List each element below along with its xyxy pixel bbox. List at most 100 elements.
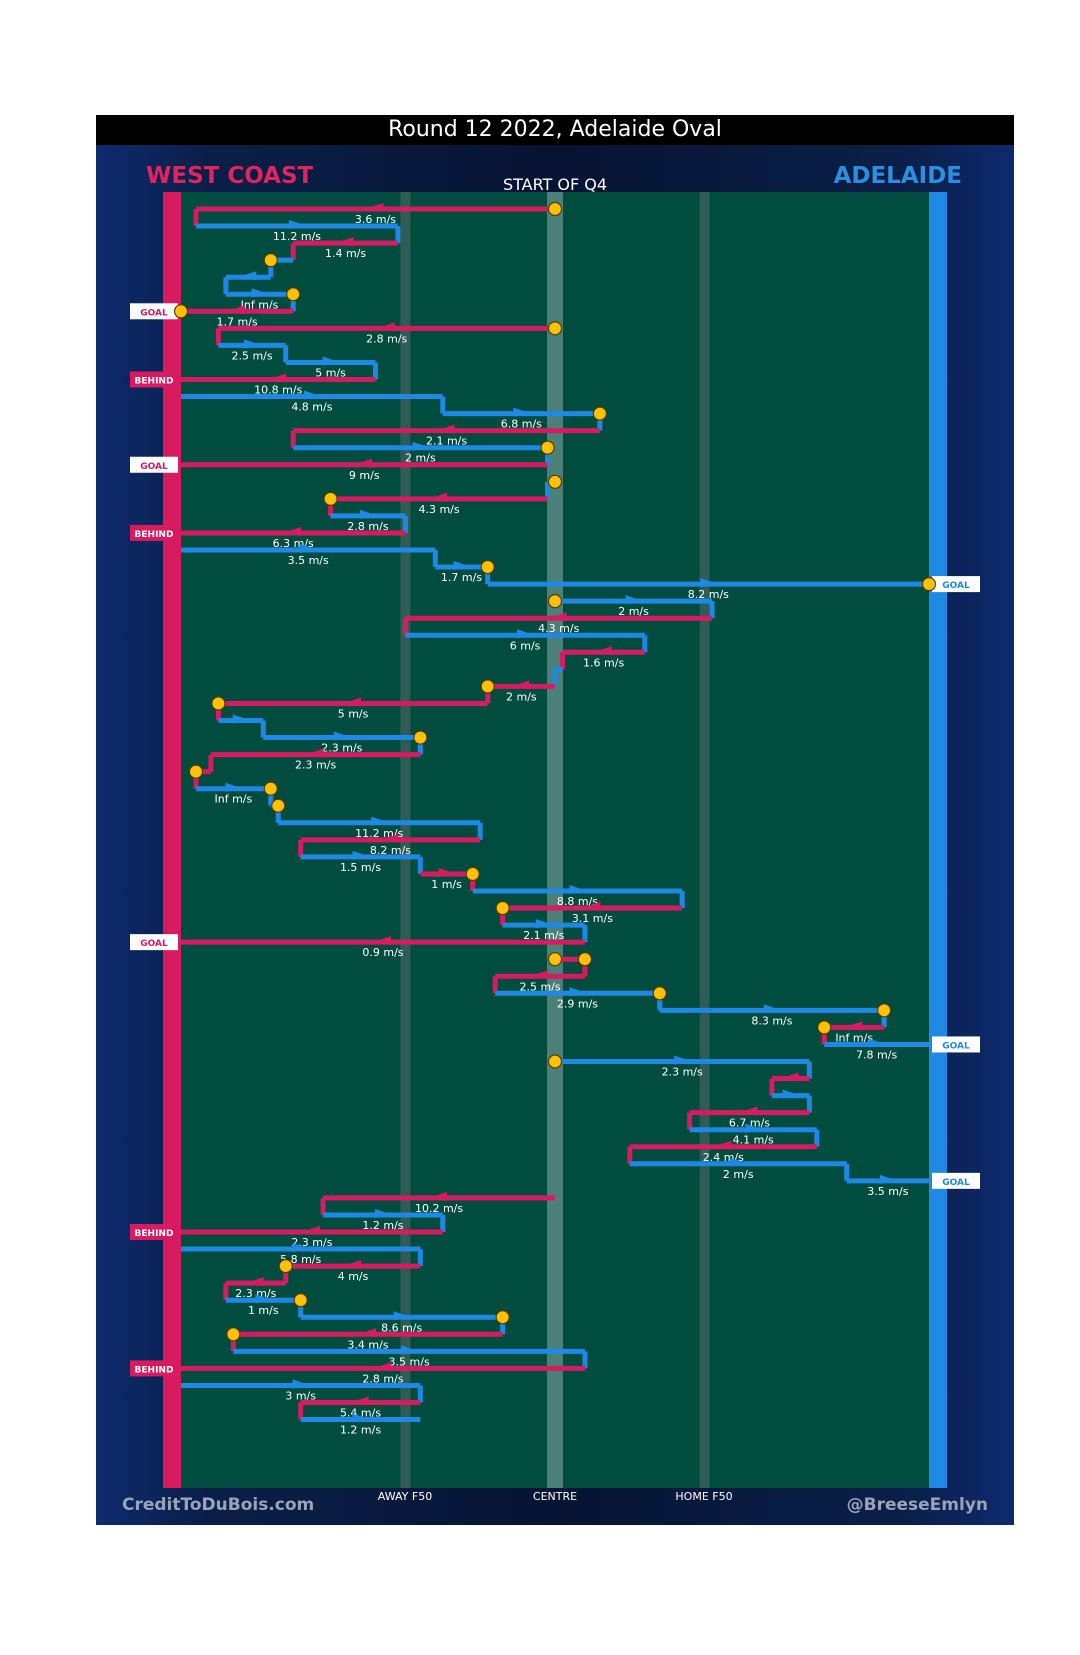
speed-label: 8.2 m/s [370,844,411,857]
possession-change-marker [188,764,204,779]
possession-change-marker [547,201,563,217]
speed-label: 11.2 m/s [273,230,321,243]
result-tag-label: BEHIND [135,530,174,540]
direction-arrow [535,919,554,929]
speed-label: 4.3 m/s [538,622,579,635]
direction-arrow [374,1208,393,1218]
direction-arrow [429,492,448,502]
possession-change-marker [293,1293,308,1308]
possession-change-marker [547,474,563,489]
direction-arrow [380,833,399,843]
speed-label: 4.3 m/s [418,503,459,516]
direction-arrow [593,646,612,656]
result-tag-label: GOAL [140,462,168,472]
speed-label: 2.9 m/s [557,997,598,1010]
speed-label: Inf m/s [835,1031,873,1044]
direction-arrow [358,1328,376,1338]
speed-label: 10.2 m/s [415,1202,463,1215]
result-tag-label: GOAL [140,939,168,949]
direction-arrow [232,714,251,724]
team-label-west-coast: WEST COAST [146,163,314,189]
possession-change-marker [495,1310,510,1325]
speed-label: 1.2 m/s [362,1219,403,1232]
direction-arrow [303,390,322,400]
possession-change-marker [540,440,555,455]
speed-label: 1.5 m/s [340,861,381,874]
possession-change-marker [877,1003,892,1018]
axis-label-home-f50: HOME F50 [675,1490,733,1503]
possession-change-marker [173,304,189,319]
possession-change-marker [547,594,563,609]
direction-arrow [393,1311,412,1321]
direction-arrow [780,1072,799,1082]
direction-arrow [227,305,246,315]
direction-arrow [365,203,384,212]
team-label-adelaide: ADELAIDE [833,163,962,189]
speed-label: 3.5 m/s [389,1355,430,1368]
direction-arrow [782,1089,801,1099]
result-tag-behind [130,371,178,388]
result-tag-goal [130,456,178,473]
possession-change-marker [271,798,286,813]
direction-arrow [674,1055,693,1065]
direction-arrow [335,237,354,247]
direction-arrow [879,1174,898,1184]
direction-arrow [453,561,472,571]
possession-change-marker [286,287,301,302]
speed-label: 4 m/s [338,1270,369,1283]
speed-label: 1.7 m/s [217,315,258,328]
direction-arrow [745,1123,764,1133]
direction-arrow [283,526,302,536]
direction-arrow [700,578,719,588]
direction-arrow [868,1038,887,1048]
speed-label: 3.5 m/s [288,554,329,567]
direction-arrow [360,509,378,519]
speed-label: 3 m/s [285,1389,316,1402]
direction-arrow [739,1106,758,1116]
speed-label: 6.7 m/s [729,1117,770,1130]
speed-label: 3.4 m/s [347,1338,388,1351]
possession-change-marker [547,952,563,967]
speed-label: 2.8 m/s [366,332,407,345]
speed-label: 8.8 m/s [557,895,598,908]
direction-arrow [513,407,532,417]
speed-label: 2.5 m/s [231,349,272,362]
direction-arrow [371,816,390,826]
possession-change-marker [495,900,510,916]
speed-label: 6 m/s [510,639,541,652]
chart-title: Round 12 2022, Adelaide Oval [96,115,1014,145]
speed-label: 2.3 m/s [662,1066,703,1079]
direction-arrow [288,220,307,230]
speed-label: 2.1 m/s [426,435,467,448]
speed-label: 9 m/s [349,469,380,482]
result-tag-label: GOAL [140,308,168,318]
possession-change-marker [480,559,495,575]
direction-arrow [730,1157,749,1167]
speed-label: 2.8 m/s [362,1372,403,1385]
direction-arrow [352,1413,371,1423]
direction-arrow [376,322,395,332]
speed-label: 1.2 m/s [340,1424,381,1437]
speed-label: 5 m/s [338,707,369,720]
direction-arrow [238,271,257,281]
direction-arrow [763,1004,782,1014]
possession-change-marker [577,952,593,967]
possession-change-marker [547,1054,563,1069]
speed-label: 2.3 m/s [295,759,336,772]
result-tag-goal [932,576,980,593]
speed-label: 7.8 m/s [856,1048,897,1061]
direction-arrow [372,1362,391,1372]
author-handle: @BreeseEmlyn [846,1495,988,1515]
speed-label: 5 m/s [315,366,346,379]
direction-arrow [300,544,319,553]
result-tag-label: GOAL [942,1178,970,1188]
direction-arrow [292,1379,311,1389]
result-tag-behind [130,1360,178,1377]
possession-change-marker [465,866,480,882]
result-tag-goal [130,303,178,320]
west-coast-goal-post [163,192,181,1488]
speed-label: 2.3 m/s [235,1287,276,1300]
direction-arrow [354,458,373,468]
possession-change-marker [413,730,428,745]
